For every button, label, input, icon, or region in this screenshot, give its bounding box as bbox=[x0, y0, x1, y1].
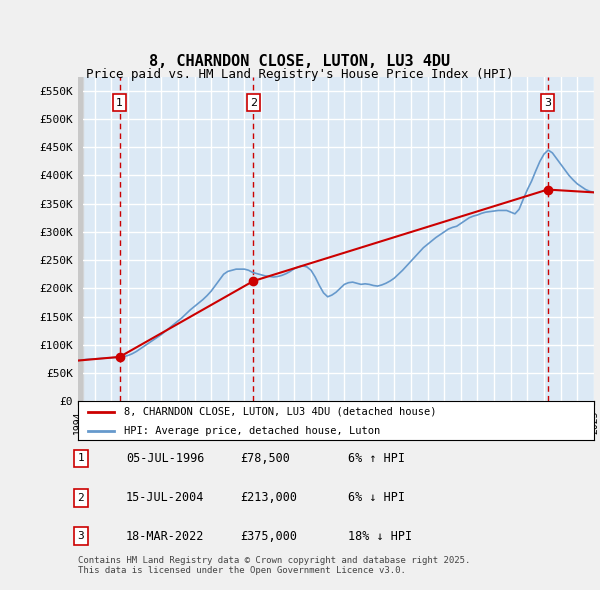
Text: £375,000: £375,000 bbox=[240, 530, 297, 543]
Text: 2: 2 bbox=[77, 493, 85, 503]
Text: Price paid vs. HM Land Registry's House Price Index (HPI): Price paid vs. HM Land Registry's House … bbox=[86, 68, 514, 81]
Text: 3: 3 bbox=[544, 98, 551, 107]
Bar bbox=[78, 77, 83, 401]
Text: 1: 1 bbox=[116, 98, 123, 107]
Text: HPI: Average price, detached house, Luton: HPI: Average price, detached house, Luto… bbox=[124, 426, 380, 436]
Text: 6% ↓ HPI: 6% ↓ HPI bbox=[348, 491, 405, 504]
Text: 18% ↓ HPI: 18% ↓ HPI bbox=[348, 530, 412, 543]
Text: £213,000: £213,000 bbox=[240, 491, 297, 504]
Text: 3: 3 bbox=[77, 532, 85, 541]
Text: 05-JUL-1996: 05-JUL-1996 bbox=[126, 452, 205, 465]
Text: 8, CHARNDON CLOSE, LUTON, LU3 4DU: 8, CHARNDON CLOSE, LUTON, LU3 4DU bbox=[149, 54, 451, 70]
Text: £78,500: £78,500 bbox=[240, 452, 290, 465]
Text: 1: 1 bbox=[77, 454, 85, 463]
Text: 8, CHARNDON CLOSE, LUTON, LU3 4DU (detached house): 8, CHARNDON CLOSE, LUTON, LU3 4DU (detac… bbox=[124, 407, 437, 417]
Text: 18-MAR-2022: 18-MAR-2022 bbox=[126, 530, 205, 543]
Text: 15-JUL-2004: 15-JUL-2004 bbox=[126, 491, 205, 504]
Text: 2: 2 bbox=[250, 98, 257, 107]
Text: Contains HM Land Registry data © Crown copyright and database right 2025.
This d: Contains HM Land Registry data © Crown c… bbox=[78, 556, 470, 575]
Text: 6% ↑ HPI: 6% ↑ HPI bbox=[348, 452, 405, 465]
Bar bbox=[78, 77, 83, 401]
